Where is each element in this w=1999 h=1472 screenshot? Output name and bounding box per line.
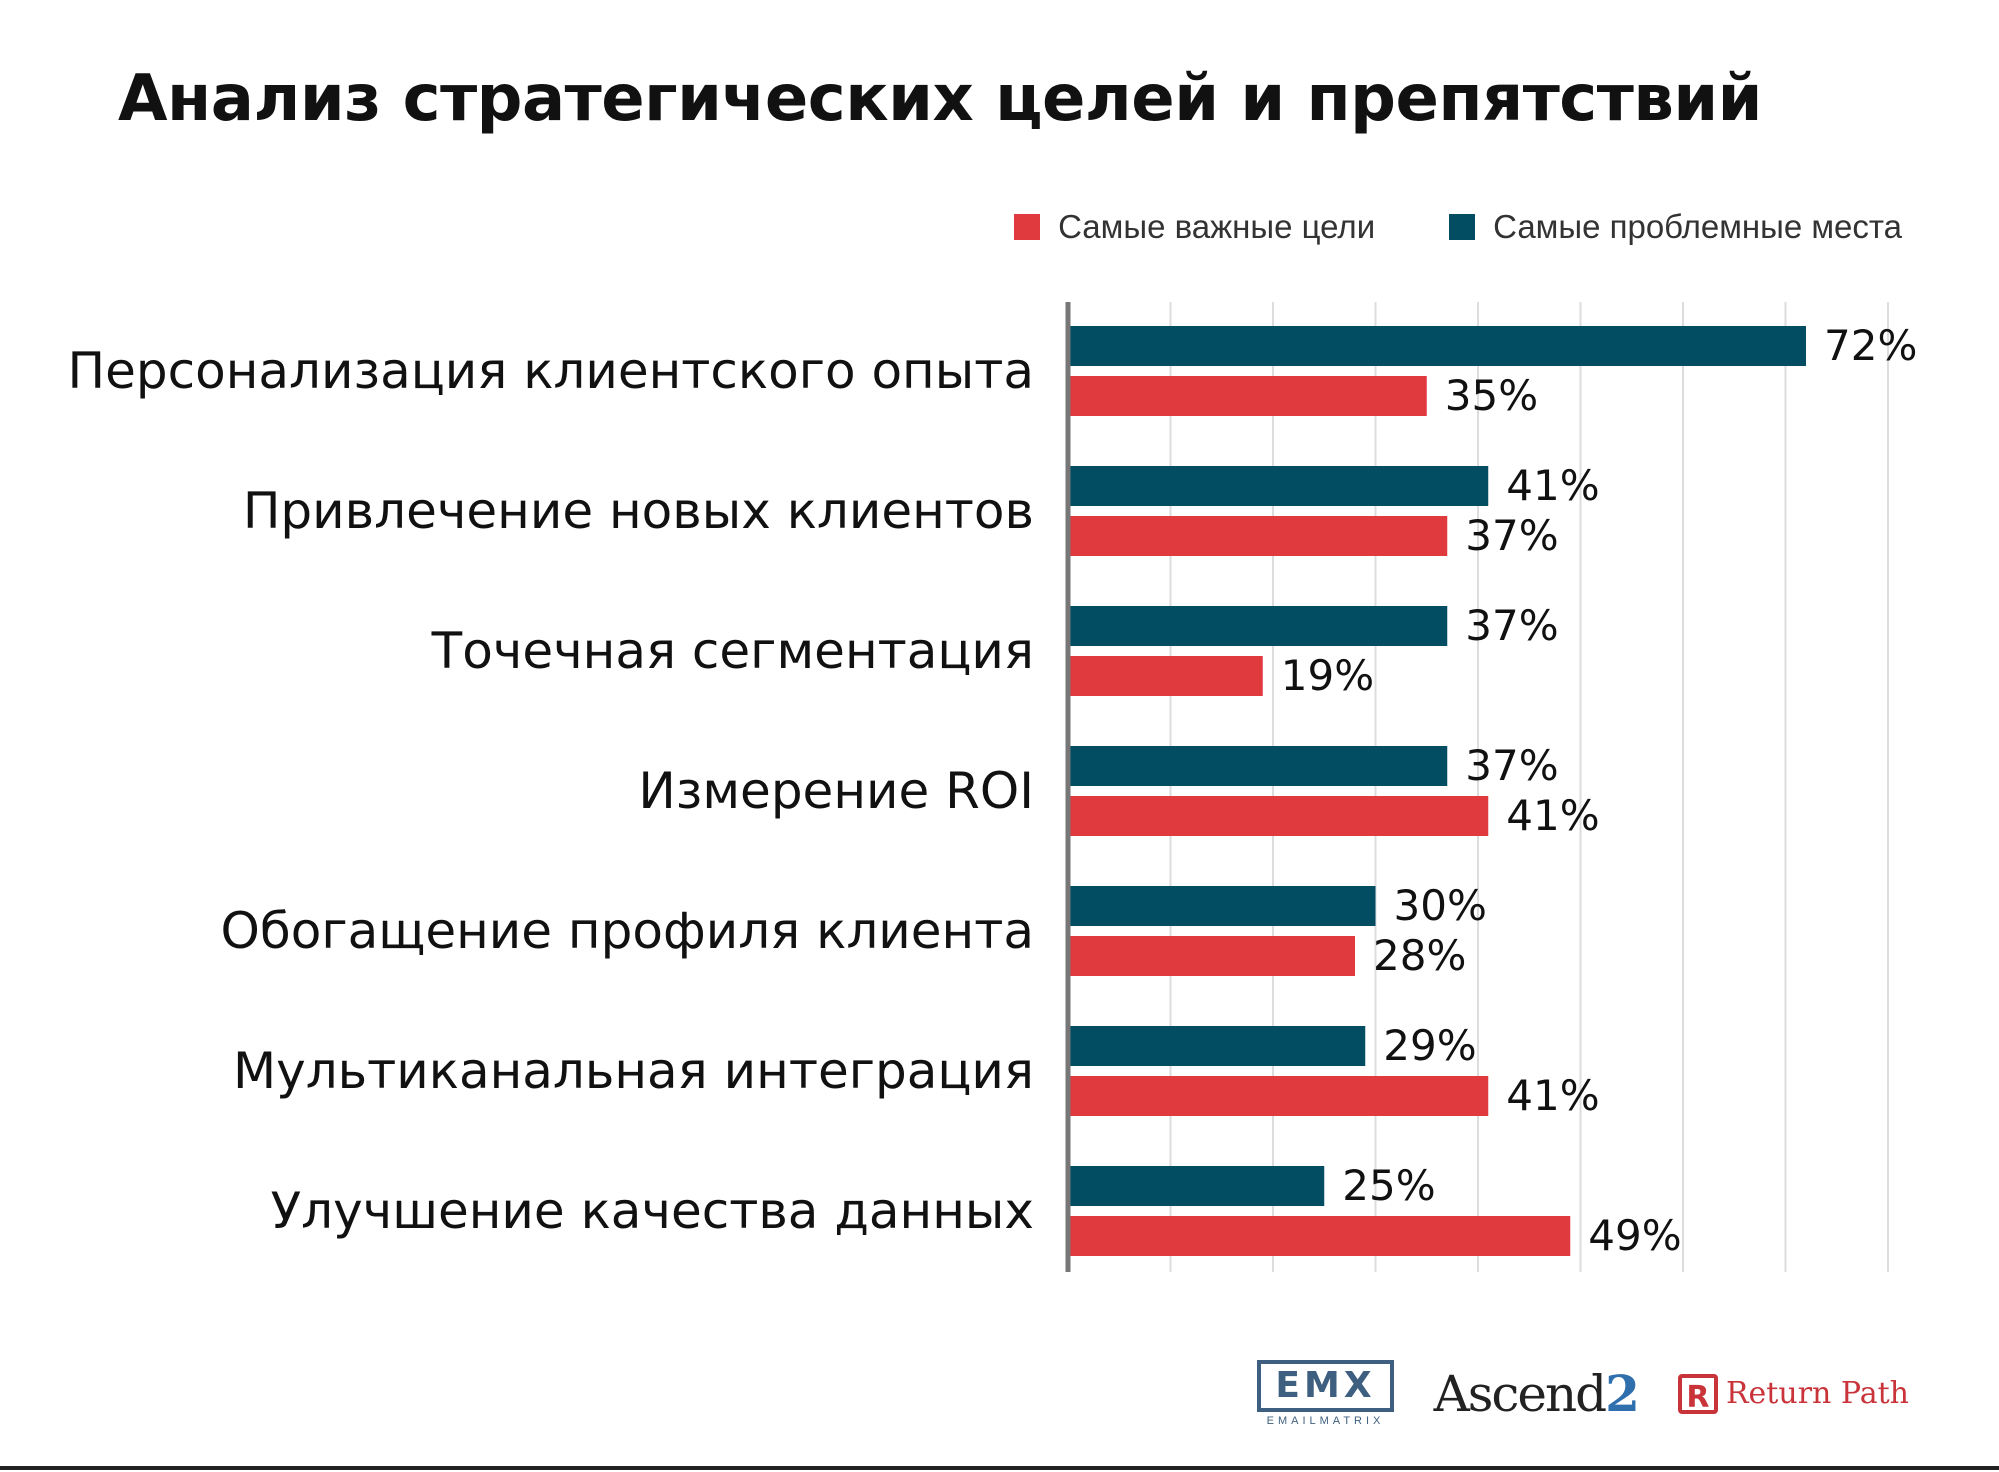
category-label: Точечная сегментация — [431, 622, 1034, 680]
legend: Самые важные цели Самые проблемные места — [1014, 208, 1902, 246]
emx-logo-mark: EMX — [1257, 1360, 1394, 1412]
bar-problems — [1068, 1026, 1366, 1066]
returnpath-logo-icon: R — [1677, 1373, 1718, 1415]
emx-logo: EMX EMAILMATRIX — [1257, 1360, 1394, 1427]
bar-chart: Персонализация клиентского опыта 72% 35% Пр… — [68, 302, 1917, 1272]
legend-swatch-goals — [1014, 214, 1041, 240]
chart-title: Анализ стратегических целей и препятстви… — [118, 62, 1763, 136]
data-label-problems: 30% — [1394, 881, 1487, 930]
data-label-problems: 25% — [1342, 1161, 1435, 1210]
returnpath-logo: R Return Path — [1677, 1373, 1909, 1415]
data-label-goals: 28% — [1373, 931, 1466, 980]
data-label-goals: 19% — [1281, 651, 1374, 700]
legend-label-problems: Самые проблемные места — [1493, 208, 1902, 245]
data-label-goals: 37% — [1465, 511, 1558, 560]
bar-goals — [1068, 656, 1263, 696]
legend-item-goals: Самые важные цели — [1014, 208, 1375, 246]
category-label: Обогащение профиля клиента — [221, 902, 1034, 960]
data-label-problems: 37% — [1465, 601, 1558, 650]
bar-problems — [1068, 1166, 1325, 1206]
bar-problems — [1068, 326, 1806, 366]
bottom-rule — [0, 1466, 1999, 1470]
bar-goals — [1068, 1216, 1571, 1256]
legend-label-goals: Самые важные цели — [1058, 208, 1376, 245]
emx-logo-subtitle: EMAILMATRIX — [1266, 1415, 1385, 1427]
bar-problems — [1068, 466, 1489, 506]
bar-problems — [1068, 746, 1448, 786]
data-label-goals: 35% — [1445, 371, 1538, 420]
bar-goals — [1068, 376, 1427, 416]
data-label-problems: 29% — [1383, 1021, 1476, 1070]
returnpath-logo-text: Return Path — [1725, 1376, 1909, 1411]
data-label-problems: 41% — [1506, 461, 1599, 510]
bar-problems — [1068, 886, 1376, 926]
category-label: Привлечение новых клиентов — [243, 482, 1034, 540]
data-label-problems: 72% — [1824, 321, 1917, 370]
category-label: Мультиканальная интеграция — [233, 1042, 1034, 1100]
ascend2-logo-text: Ascend — [1433, 1365, 1608, 1423]
data-label-goals: 49% — [1588, 1211, 1681, 1260]
logos: EMX EMAILMATRIX Ascend2 R Return Path — [1257, 1360, 1909, 1427]
ascend2-logo: Ascend2 — [1433, 1364, 1640, 1423]
category-label: Измерение ROI — [638, 762, 1034, 820]
data-label-problems: 37% — [1465, 741, 1558, 790]
data-label-goals: 41% — [1506, 1071, 1599, 1120]
ascend2-logo-number: 2 — [1605, 1364, 1640, 1423]
bar-problems — [1068, 606, 1448, 646]
legend-item-problems: Самые проблемные места — [1449, 208, 1902, 246]
category-label: Персонализация клиентского опыта — [68, 342, 1034, 400]
bar-goals — [1068, 936, 1355, 976]
bar-goals — [1068, 796, 1489, 836]
category-label: Улучшение качества данных — [271, 1182, 1034, 1240]
bar-goals — [1068, 516, 1448, 556]
bar-goals — [1068, 1076, 1489, 1116]
legend-swatch-problems — [1449, 214, 1476, 240]
data-label-goals: 41% — [1506, 791, 1599, 840]
